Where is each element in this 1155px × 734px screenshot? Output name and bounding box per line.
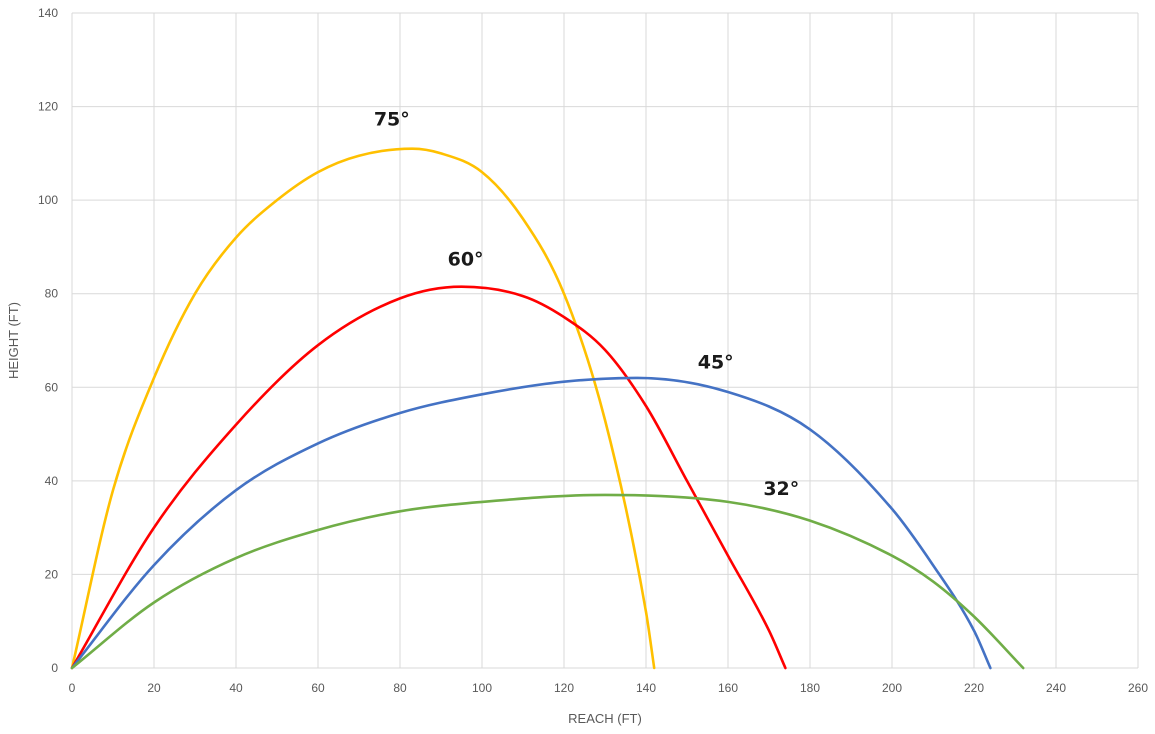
y-tick-label: 140 [38, 6, 58, 20]
series-line-32deg [70, 493, 1025, 670]
y-tick-label: 80 [45, 287, 59, 301]
x-tick-label: 240 [1046, 681, 1066, 695]
y-axis-title: HEIGHT (FT) [6, 302, 21, 379]
y-tick-label: 100 [38, 193, 58, 207]
x-tick-label: 100 [472, 681, 492, 695]
series-line-75deg [70, 147, 656, 670]
x-axis-ticks: 0 20 40 60 80 100 120 140 160 180 200 220 240 260 [69, 681, 1149, 695]
y-axis-ticks: 0 20 40 60 80 100 120 140 [38, 6, 58, 675]
series-label: 60° [448, 249, 484, 271]
x-tick-label: 160 [718, 681, 738, 695]
series-line-45deg [70, 376, 992, 670]
series-annotations: 75° 60° 45° 32° [374, 108, 799, 500]
x-tick-label: 260 [1128, 681, 1148, 695]
gridlines [71, 12, 1139, 669]
x-tick-label: 20 [147, 681, 161, 695]
series-lines [70, 147, 1025, 670]
x-tick-label: 200 [882, 681, 902, 695]
x-axis-title: REACH (FT) [568, 711, 642, 726]
x-tick-label: 140 [636, 681, 656, 695]
x-tick-label: 40 [229, 681, 243, 695]
x-tick-label: 120 [554, 681, 574, 695]
y-tick-label: 0 [51, 661, 58, 675]
y-tick-label: 120 [38, 100, 58, 114]
series-label: 75° [374, 108, 410, 130]
series-label: 45° [698, 352, 734, 374]
x-tick-label: 80 [393, 681, 407, 695]
y-tick-label: 20 [45, 567, 59, 581]
x-tick-label: 220 [964, 681, 984, 695]
y-tick-label: 60 [45, 380, 59, 394]
series-line-60deg [70, 285, 787, 670]
series-label: 32° [763, 478, 799, 500]
x-tick-label: 0 [69, 681, 76, 695]
x-tick-label: 180 [800, 681, 820, 695]
y-tick-label: 40 [45, 474, 59, 488]
x-tick-label: 60 [311, 681, 325, 695]
